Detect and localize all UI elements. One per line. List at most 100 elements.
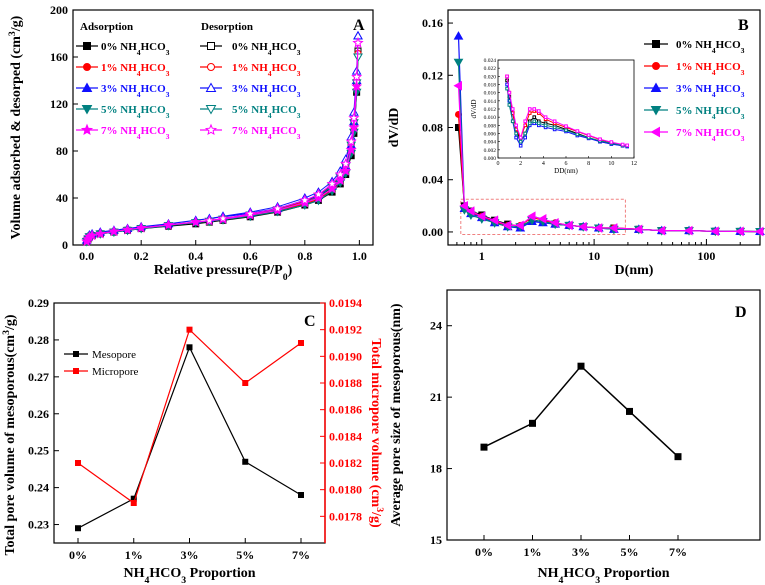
legend-label: 0% NH4HCO3 (232, 41, 301, 57)
x-tick-label: 0% (69, 548, 87, 562)
inset-data-point (575, 132, 580, 137)
adsorption-point (108, 225, 120, 237)
data-point (529, 419, 536, 427)
inset-y-tick-label: 0.006 (484, 132, 497, 138)
legend-marker (81, 82, 93, 92)
adsorption-point (190, 216, 202, 227)
data-point (710, 226, 719, 237)
x-tick-label: 7% (292, 548, 310, 562)
legend-marker (207, 42, 215, 50)
desorption-point (272, 202, 284, 214)
inset-y-label: dV/dD (470, 99, 478, 118)
desorption-line (209, 56, 359, 222)
legend-label: 3% NH4HCO3 (232, 83, 301, 99)
legend-label: 0% NH4HCO3 (676, 39, 745, 55)
panel-a-frame (72, 9, 374, 246)
data-point (593, 223, 603, 233)
adsorption-point (94, 227, 106, 239)
legend-marker (205, 82, 217, 92)
y-left-tick-label: 0.27 (28, 370, 49, 384)
inset-data-point (514, 131, 518, 136)
inset-y-tick-label: 0.018 (484, 83, 497, 89)
inset-series-line (506, 88, 628, 147)
y-right-axis-label: Total micropore volume (cm3/g) (368, 338, 386, 528)
inset-x-tick-label: 10 (608, 161, 614, 167)
legend-marker (650, 82, 662, 92)
panel-label: C (304, 313, 316, 330)
inset-data-point (507, 103, 512, 107)
x-tick-label: 0.0 (79, 249, 94, 263)
data-point (459, 200, 468, 211)
inset-data-point (620, 142, 625, 147)
legend-label: 5% NH4HCO3 (232, 104, 301, 120)
y-tick-label: 0.12 (422, 68, 443, 82)
data-point (186, 326, 193, 333)
x-tick-label: 1 (479, 249, 485, 263)
legend-label: 7% NH4HCO3 (232, 125, 301, 141)
desorption-point (217, 212, 229, 224)
x-tick-label: 1.0 (352, 249, 367, 263)
legend-marker (73, 368, 79, 374)
y-tick-label: 15 (430, 533, 442, 547)
inset-y-tick-label: 0.012 (484, 107, 497, 113)
data-point (537, 214, 547, 224)
inset-data-point (532, 115, 537, 119)
inset-y-tick-label: 0.002 (484, 148, 497, 154)
legend-marker (204, 123, 218, 136)
x-tick-label: 1% (125, 548, 143, 562)
x-tick-label: 0% (475, 545, 493, 559)
data-point (577, 362, 585, 370)
y-tick-label: 24 (430, 319, 442, 333)
inset-data-point (523, 131, 528, 136)
inset-y-tick-label: 0.010 (484, 115, 497, 121)
inset-y-tick-label: 0.024 (484, 58, 497, 64)
y-right-tick-label: 0.0182 (329, 456, 362, 470)
data-point (754, 226, 764, 237)
data-point (633, 224, 643, 235)
desorption-point (352, 37, 364, 48)
data-point (626, 407, 633, 415)
panel-label: A (353, 17, 365, 34)
y-left-tick-label: 0.29 (28, 296, 49, 310)
data-point (242, 380, 249, 386)
y-tick-label: 160 (50, 50, 68, 64)
data-point (674, 453, 682, 461)
desorption-point (348, 112, 360, 123)
inset-data-point (564, 124, 568, 128)
inset-data-point (518, 143, 523, 148)
legend-label: 3% NH4HCO3 (676, 83, 745, 99)
y-axis-label: Average pore size of mesoporous(nm) (389, 303, 404, 527)
x-axis-label: D(nm) (615, 263, 654, 278)
data-point (578, 221, 587, 232)
inset-data-point (527, 121, 532, 126)
panel-b: 1 10 1000.000.040.080.120.16D(nm)dV/dDB0% … (387, 9, 765, 278)
inset-data-point (527, 107, 532, 111)
desorption-point (345, 135, 357, 147)
y-tick-label: 0.16 (422, 16, 443, 30)
x-tick-label: 10 (588, 249, 600, 263)
legend-marker (652, 40, 660, 48)
inset-data-point (518, 135, 523, 140)
inset-chart: 0 2 4 6 8 10 12 0.000 0.002 0.004 0.006 0.008 0.010 0… (470, 58, 637, 175)
y-left-tick-label: 0.28 (28, 333, 49, 347)
inset-x-tick-label: 0 (497, 161, 500, 167)
y-left-tick-label: 0.24 (28, 481, 49, 495)
inset-data-point (523, 135, 528, 140)
legend-label: 3% NH4HCO3 (101, 83, 170, 99)
legend-marker (83, 63, 91, 71)
x-tick-label: 100 (697, 249, 715, 263)
adsorption-point (162, 219, 174, 230)
desorption-point (312, 188, 324, 200)
legend-label: Micropore (92, 366, 139, 378)
desorption-point (334, 168, 346, 180)
legend-label: 5% NH4HCO3 (101, 104, 170, 120)
panel-label: D (735, 304, 747, 321)
panel-d-frame (446, 289, 761, 541)
y-axis-label: dV/dD (387, 108, 402, 148)
y-right-tick-label: 0.0180 (329, 483, 362, 497)
panel-label: B (738, 17, 749, 34)
y-left-tick-label: 0.23 (28, 518, 49, 532)
inset-x-tick-label: 4 (542, 161, 545, 167)
adsorption-point (122, 223, 134, 235)
x-tick-label: 7% (669, 545, 687, 559)
